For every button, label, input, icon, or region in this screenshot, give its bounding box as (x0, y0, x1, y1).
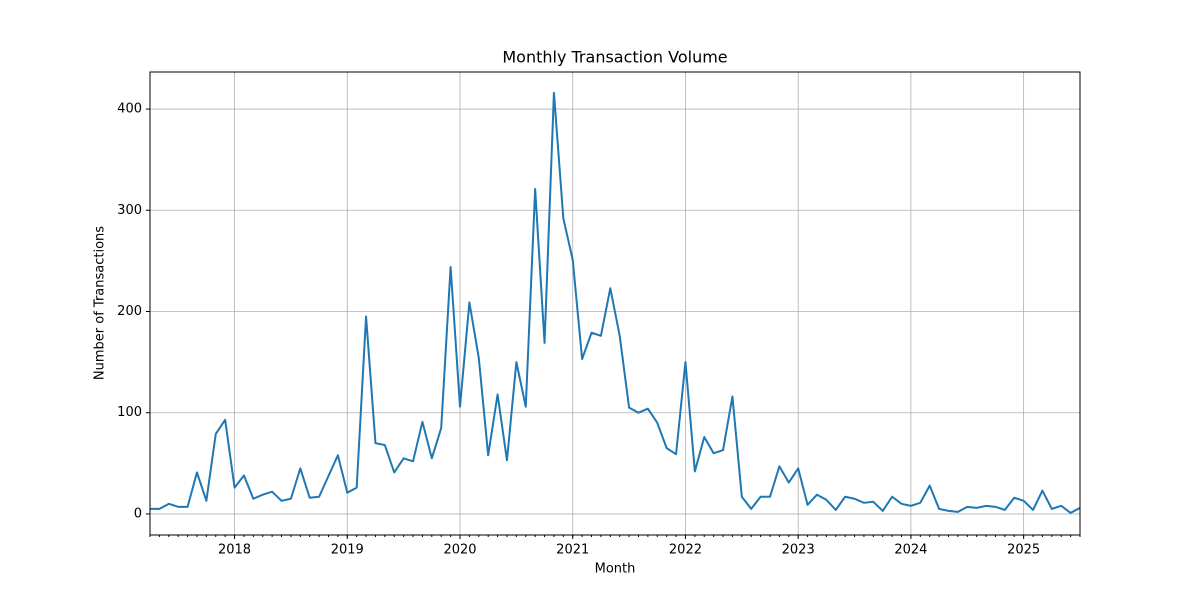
y-axis-label: Number of Transactions (93, 226, 108, 380)
x-tick-label: 2023 (782, 543, 815, 558)
x-axis-label: Month (595, 562, 636, 577)
x-tick-label: 2022 (669, 543, 702, 558)
x-tick-label: 2024 (894, 543, 927, 558)
y-tick-label: 0 (134, 506, 142, 521)
chart-title: Monthly Transaction Volume (502, 48, 727, 67)
line-series (150, 91, 1081, 514)
y-tick-label: 400 (117, 102, 142, 117)
x-tick-label: 2021 (556, 543, 589, 558)
y-tick-label: 200 (117, 304, 142, 319)
x-tick-label: 2025 (1007, 543, 1040, 558)
x-tick-label: 2018 (218, 543, 251, 558)
y-tick-label: 300 (117, 203, 142, 218)
x-tick-label: 2019 (331, 543, 364, 558)
x-tick-label: 2020 (443, 543, 476, 558)
y-tick-label: 100 (117, 405, 142, 420)
plot-frame (149, 71, 1081, 536)
